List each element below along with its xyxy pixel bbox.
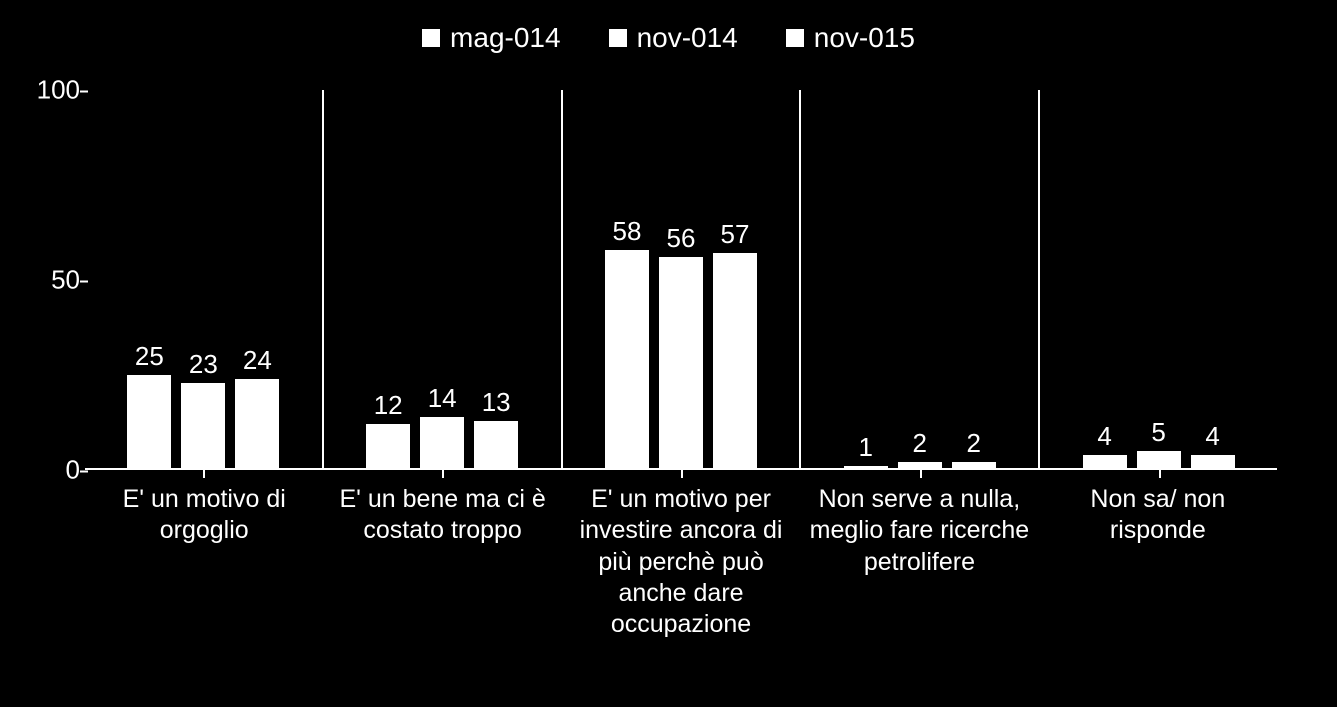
legend-swatch-icon [786, 29, 804, 47]
legend-item: mag-014 [422, 22, 561, 54]
x-axis-tick-mark [442, 470, 444, 478]
plot: 252324121413585657122454 050100 E' un mo… [85, 90, 1277, 707]
bars-container: 585657 [563, 90, 800, 470]
x-axis-labels: E' un motivo di orgoglioE' un bene ma ci… [85, 484, 1277, 640]
bar-value-label: 23 [189, 349, 218, 380]
x-axis-tick-mark [681, 470, 683, 478]
y-axis-tick: 50 [30, 265, 80, 296]
bar-value-label: 4 [1097, 421, 1111, 452]
bar-value-label: 1 [859, 432, 873, 463]
y-axis-tick-label: 100 [37, 75, 80, 105]
bar-value-label: 5 [1151, 417, 1165, 448]
bar-group: 121413 [324, 90, 563, 470]
x-axis-label: Non sa/ non risponde [1039, 484, 1277, 640]
bar-group: 4 5 4 [1040, 90, 1277, 470]
legend-label: nov-015 [814, 22, 915, 54]
x-axis-tick-mark [920, 470, 922, 478]
x-axis-tick-mark [1159, 470, 1161, 478]
x-axis-tick-mark [203, 470, 205, 478]
bar-groups: 252324121413585657122454 [85, 90, 1277, 470]
bar-value-label: 12 [374, 390, 403, 421]
plot-area: 252324121413585657122454 050100 [85, 90, 1277, 470]
bar-chart: mag-014 nov-014 nov-015 2523241214135856… [0, 0, 1337, 707]
bar-value-label: 4 [1205, 421, 1219, 452]
bar: 13 [474, 421, 518, 470]
bar: 25 [127, 375, 171, 470]
bar-group: 585657 [563, 90, 802, 470]
bar-group: 252324 [85, 90, 324, 470]
y-axis-tick-mark [80, 280, 88, 282]
legend-swatch-icon [422, 29, 440, 47]
bar: 58 [605, 250, 649, 470]
x-axis-label: E' un bene ma ci è costato troppo [323, 484, 561, 640]
y-axis-tick: 0 [30, 455, 80, 486]
bar: 14 [420, 417, 464, 470]
legend-label: mag-014 [450, 22, 561, 54]
bar-value-label: 2 [913, 428, 927, 459]
legend: mag-014 nov-014 nov-015 [0, 0, 1337, 54]
y-axis-tick: 100 [30, 75, 80, 106]
y-axis-tick-mark [80, 470, 88, 472]
legend-item: nov-015 [786, 22, 915, 54]
bar: 57 [713, 253, 757, 470]
y-axis-tick-mark [80, 90, 88, 92]
bar-value-label: 25 [135, 341, 164, 372]
y-axis-tick-label: 50 [51, 265, 80, 295]
bar: 24 [235, 379, 279, 470]
legend-swatch-icon [609, 29, 627, 47]
bar: 23 [181, 383, 225, 470]
bar-value-label: 58 [613, 216, 642, 247]
x-axis-label: Non serve a nulla, meglio fare ricerche … [800, 484, 1038, 640]
bar-value-label: 2 [967, 428, 981, 459]
bar-group: 1 2 2 [801, 90, 1040, 470]
bar-value-label: 24 [243, 345, 272, 376]
bars-container: 121413 [324, 90, 561, 470]
bar-value-label: 13 [482, 387, 511, 418]
bars-container: 252324 [85, 90, 322, 470]
bar-value-label: 56 [667, 223, 696, 254]
bars-container: 1 2 2 [801, 90, 1038, 470]
bars-container: 4 5 4 [1040, 90, 1277, 470]
y-axis-tick-label: 0 [66, 455, 80, 485]
x-axis-label: E' un motivo di orgoglio [85, 484, 323, 640]
bar: 56 [659, 257, 703, 470]
bar-value-label: 57 [721, 219, 750, 250]
bar-value-label: 14 [428, 383, 457, 414]
x-axis-line [85, 468, 1277, 470]
legend-item: nov-014 [609, 22, 738, 54]
legend-label: nov-014 [637, 22, 738, 54]
x-axis-label: E' un motivo per investire ancora di più… [562, 484, 800, 640]
bar: 12 [366, 424, 410, 470]
